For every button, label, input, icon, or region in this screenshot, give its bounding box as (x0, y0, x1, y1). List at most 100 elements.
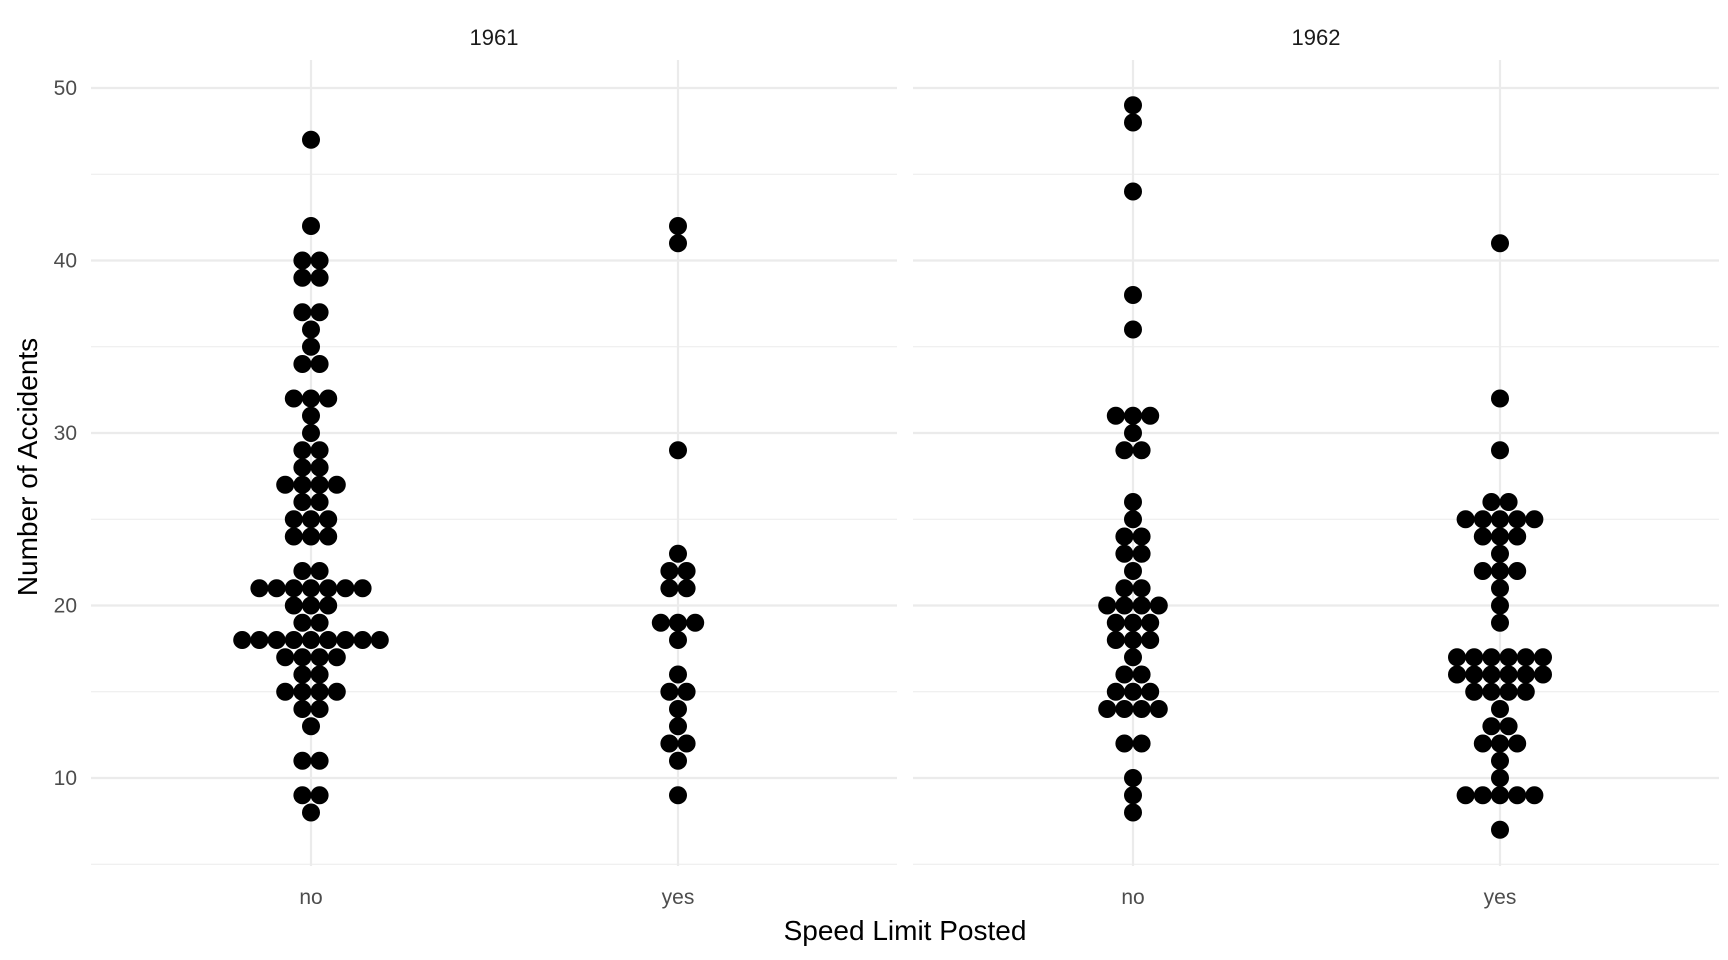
x-axis-title: Speed Limit Posted (784, 915, 1027, 946)
data-point (1124, 113, 1142, 132)
data-point (302, 406, 320, 425)
data-point (1491, 510, 1509, 529)
data-point (284, 389, 303, 408)
data-point (669, 631, 687, 649)
data-point (1124, 182, 1142, 201)
data-point (1132, 596, 1151, 615)
data-point (293, 268, 312, 287)
panel-1961-strip-label: 1961 (470, 25, 519, 50)
data-point (1508, 734, 1527, 753)
data-point (1508, 510, 1527, 529)
data-point (1491, 734, 1509, 753)
data-point (250, 579, 269, 598)
data-point (686, 613, 705, 632)
data-point (327, 682, 346, 701)
data-point (1132, 665, 1151, 684)
data-point (1491, 527, 1509, 546)
data-point (1473, 562, 1492, 580)
data-point (1124, 786, 1142, 805)
data-point (1482, 648, 1501, 667)
data-point (1098, 700, 1117, 718)
data-point (1499, 682, 1518, 701)
data-point (284, 579, 303, 598)
data-point (310, 458, 329, 477)
data-point (1491, 544, 1509, 563)
data-point (1491, 579, 1509, 598)
data-point (310, 613, 329, 632)
data-point (293, 613, 312, 632)
data-point (1456, 510, 1475, 529)
data-point (293, 665, 312, 684)
x-axis: no yes no yes (299, 886, 1516, 909)
data-point (1115, 700, 1134, 718)
data-point (319, 510, 338, 529)
panel-1961: 1961 (91, 25, 897, 866)
data-point (1473, 786, 1492, 805)
data-point (1465, 665, 1484, 684)
panel-1961-grid (91, 60, 897, 866)
data-point (336, 579, 355, 598)
data-point (310, 251, 329, 270)
x-tick-label: no (299, 886, 322, 909)
data-point (319, 389, 338, 408)
data-point (1124, 286, 1142, 304)
data-point (1115, 596, 1134, 615)
data-point (669, 613, 687, 632)
data-point (1132, 527, 1151, 546)
data-point (293, 355, 312, 373)
data-point (302, 337, 320, 356)
data-point (660, 562, 679, 580)
data-point (284, 631, 303, 649)
panel-1961-points (233, 130, 705, 822)
x-tick-label: no (1121, 886, 1144, 909)
data-point (293, 493, 312, 511)
data-point (1465, 682, 1484, 701)
data-point (1491, 562, 1509, 580)
data-point (1141, 682, 1160, 701)
data-point (310, 682, 329, 701)
data-point (1482, 665, 1501, 684)
data-point (1124, 648, 1142, 667)
data-point (1141, 406, 1160, 425)
data-point (1473, 734, 1492, 753)
data-point (660, 734, 679, 753)
data-point (302, 596, 320, 615)
data-point (1516, 648, 1535, 667)
data-point (1115, 544, 1134, 563)
y-tick-label: 20 (54, 595, 77, 618)
data-point (1465, 648, 1484, 667)
data-point (677, 734, 696, 753)
data-point (284, 527, 303, 546)
data-point (310, 475, 329, 494)
y-tick-label: 10 (54, 767, 77, 790)
data-point (1098, 596, 1117, 615)
data-point (1149, 596, 1168, 615)
data-point (284, 596, 303, 615)
y-tick-label: 50 (54, 77, 77, 100)
x-tick-label: yes (1484, 886, 1517, 909)
data-point (370, 631, 389, 649)
data-point (293, 303, 312, 322)
data-point (1491, 613, 1509, 632)
data-point (319, 579, 338, 598)
data-point (293, 562, 312, 580)
data-point (669, 751, 687, 770)
data-point (1141, 613, 1160, 632)
data-point (1525, 510, 1544, 529)
data-point (284, 510, 303, 529)
data-point (319, 631, 338, 649)
data-point (1124, 406, 1142, 425)
data-point (310, 355, 329, 373)
data-point (1448, 648, 1466, 667)
data-point (1132, 441, 1151, 460)
data-point (669, 786, 687, 805)
data-point (1491, 596, 1509, 615)
y-tick-label: 30 (54, 422, 77, 445)
data-point (1491, 700, 1509, 718)
data-point (1124, 510, 1142, 529)
data-point (1115, 665, 1134, 684)
panel-1962-points (1098, 96, 1552, 839)
data-point (1124, 96, 1142, 115)
data-point (1124, 631, 1142, 649)
